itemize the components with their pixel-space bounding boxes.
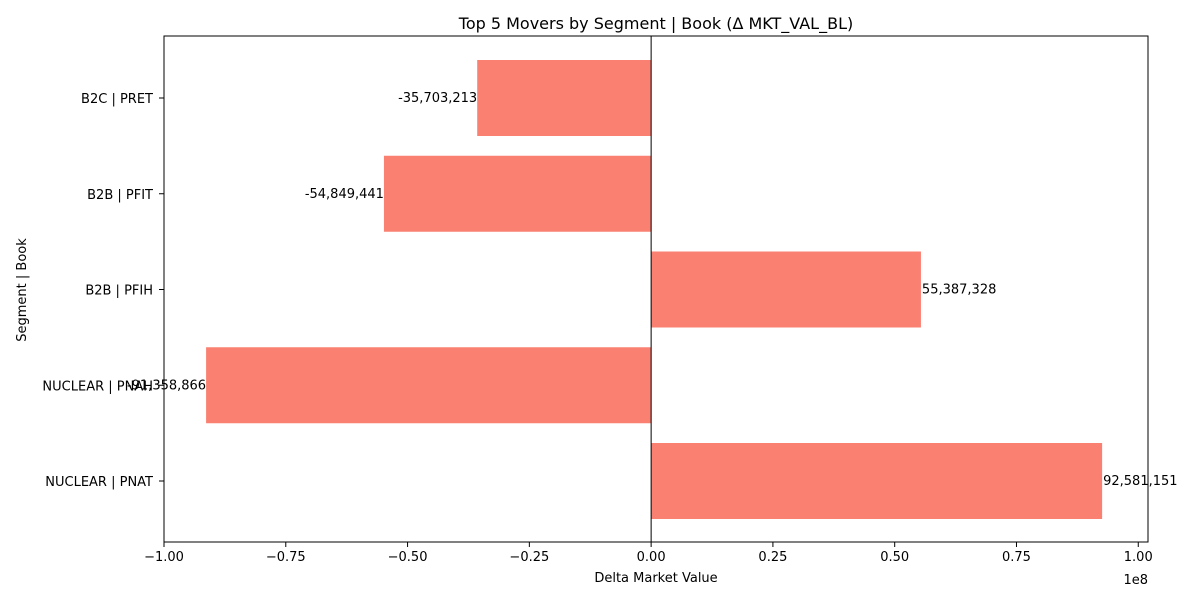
bars-group — [206, 60, 1103, 519]
x-tick-label-8: 1.00 — [1124, 550, 1153, 565]
y-tick-label-4: NUCLEAR | PNAT — [45, 475, 153, 490]
x-tick-label-0: −1.00 — [144, 550, 184, 565]
x-axis-scale-note: 1e8 — [1123, 573, 1148, 588]
bar-3 — [206, 347, 652, 424]
value-label-0: -35,703,213 — [398, 91, 477, 106]
x-axis-ticks: −1.00 −0.75 −0.50 −0.25 0.00 0.25 0.50 0.75 1.00 — [144, 542, 1153, 565]
x-axis-label: Delta Market Value — [594, 571, 717, 586]
value-label-1: -54,849,441 — [305, 187, 384, 202]
bar-2 — [651, 251, 921, 328]
chart-title: Top 5 Movers by Segment | Book (Δ MKT_VA… — [458, 14, 853, 34]
value-labels-group: -35,703,213 -54,849,441 55,387,328 -91,358,… — [127, 91, 1178, 489]
x-tick-label-1: −0.75 — [266, 550, 306, 565]
x-tick-label-5: 0.25 — [758, 550, 787, 565]
bar-4 — [651, 443, 1103, 519]
value-label-2: 55,387,328 — [922, 283, 996, 298]
value-label-3: -91,358,866 — [127, 378, 206, 393]
y-axis-label: Segment | Book — [15, 238, 30, 342]
x-tick-label-2: −0.50 — [388, 550, 428, 565]
y-tick-label-0: B2C | PRET — [81, 92, 153, 107]
bar-0 — [477, 60, 652, 136]
x-tick-label-3: −0.25 — [509, 550, 549, 565]
y-tick-label-3: NUCLEAR | PNAH — [42, 379, 153, 394]
x-tick-label-4: 0.00 — [637, 550, 666, 565]
value-label-4: 92,581,151 — [1103, 474, 1177, 489]
y-tick-label-2: B2B | PFIH — [85, 284, 153, 299]
y-tick-label-1: B2B | PFIT — [87, 188, 153, 203]
x-tick-label-6: 0.50 — [880, 550, 909, 565]
y-axis-ticks: B2C | PRET B2B | PFIT B2B | PFIH NUCLEAR | … — [42, 92, 164, 490]
bar-1 — [383, 155, 652, 232]
x-tick-label-7: 0.75 — [1002, 550, 1031, 565]
